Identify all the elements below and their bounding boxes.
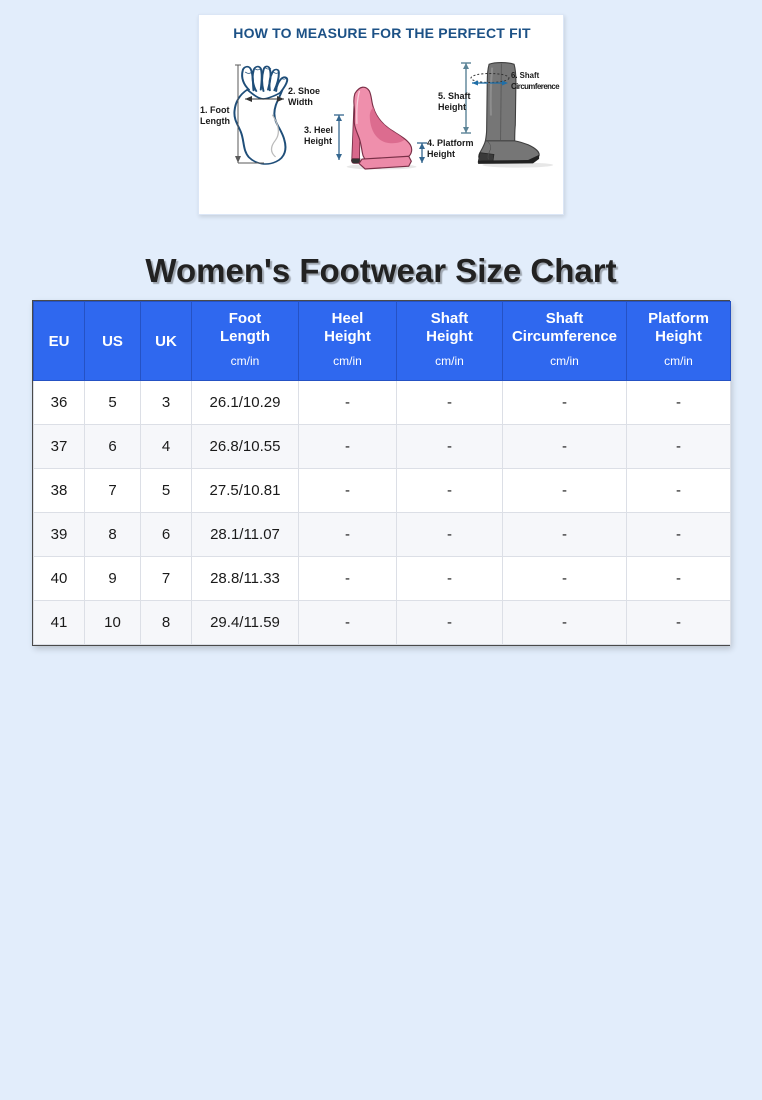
svg-text:5. Shaft: 5. Shaft <box>438 91 471 101</box>
svg-text:Width: Width <box>288 97 313 107</box>
svg-text:1. Foot: 1. Foot <box>200 105 230 115</box>
svg-text:Height: Height <box>304 136 332 146</box>
svg-text:3. Heel: 3. Heel <box>304 125 333 135</box>
svg-text:6. Shaft: 6. Shaft <box>511 71 540 80</box>
svg-text:Length: Length <box>200 116 230 126</box>
svg-text:2. Shoe: 2. Shoe <box>288 86 320 96</box>
svg-text:4. Platform: 4. Platform <box>427 138 474 148</box>
svg-text:Circumference: Circumference <box>511 82 560 91</box>
svg-text:Height: Height <box>438 102 466 112</box>
svg-text:Height: Height <box>427 149 455 159</box>
